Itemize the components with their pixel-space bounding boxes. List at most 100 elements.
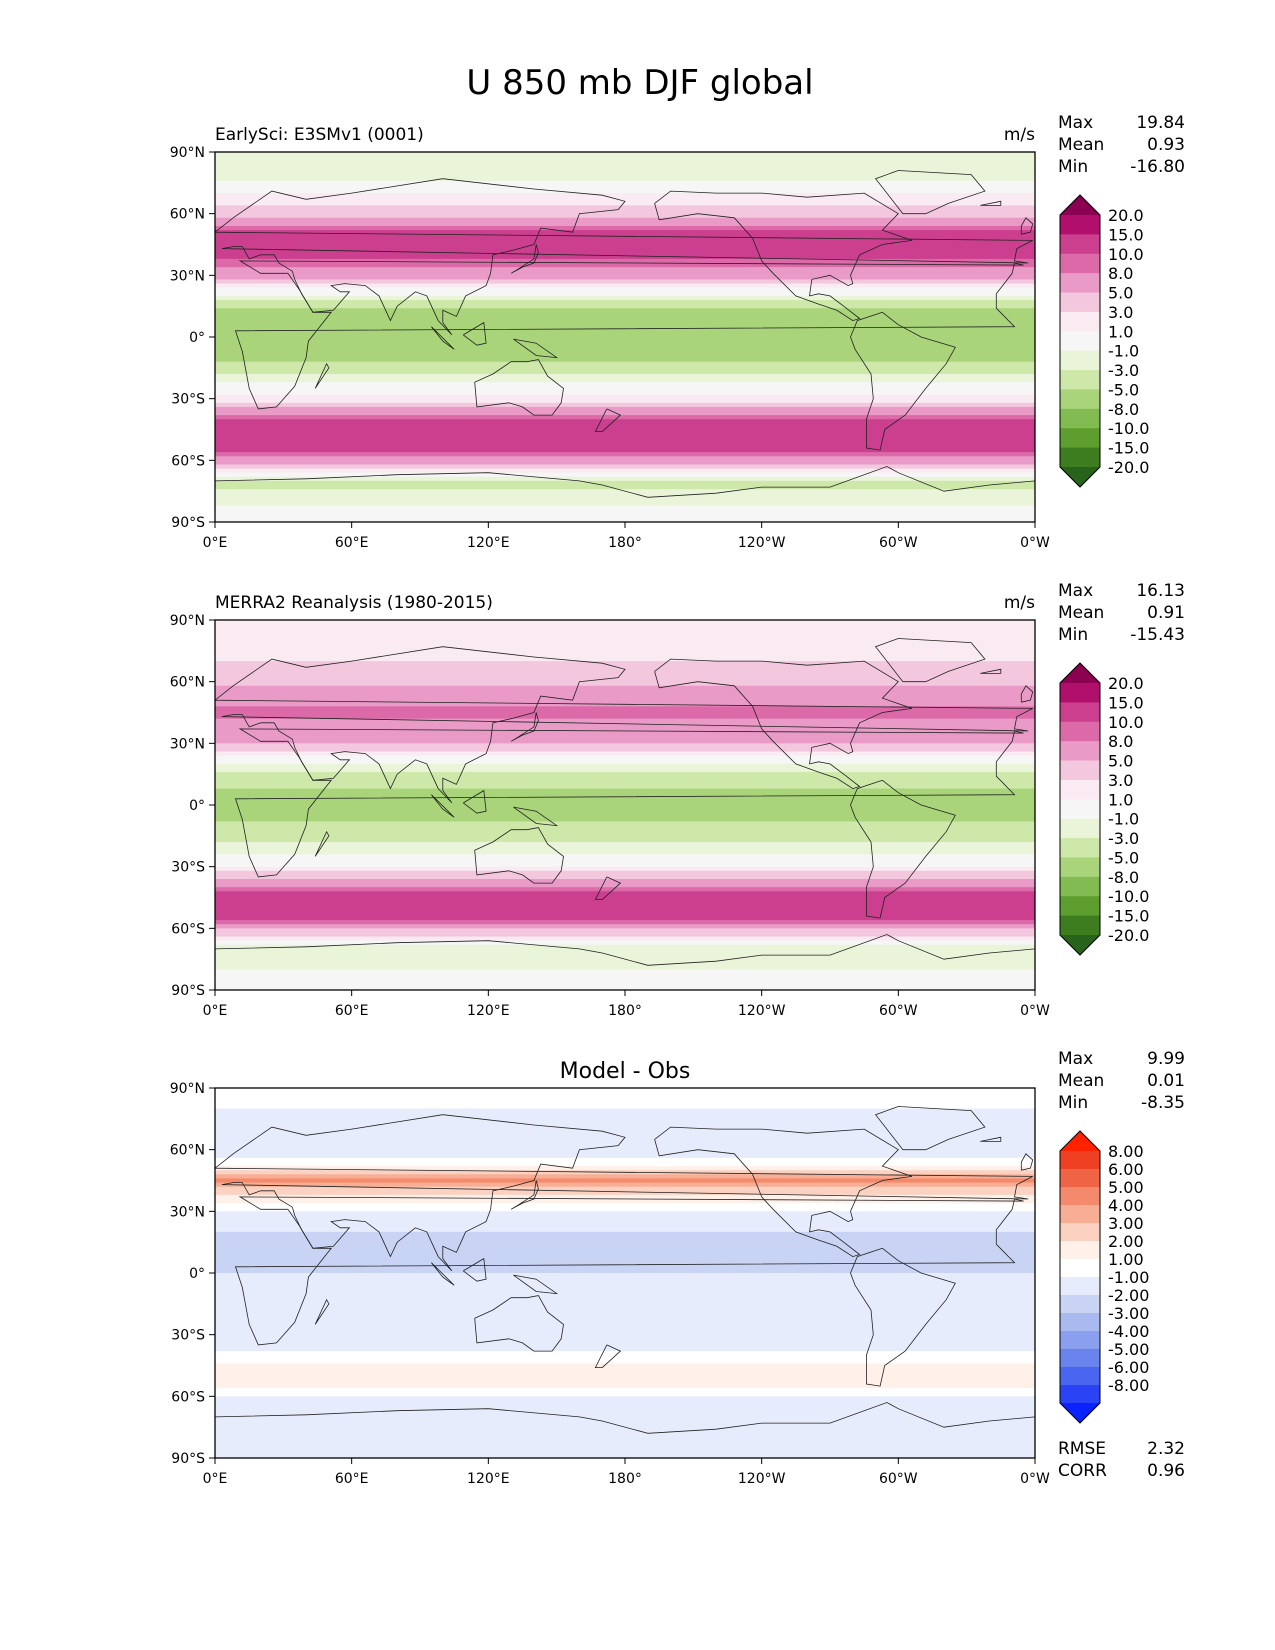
colorbar-outline [1059, 662, 1101, 956]
field-band [215, 805, 1035, 810]
field-band [215, 640, 1035, 646]
stat-label: Mean [1058, 603, 1104, 623]
field-band [215, 1433, 1035, 1439]
field-band [215, 1088, 1035, 1093]
field-band [215, 1429, 1035, 1434]
field-band [215, 1400, 1035, 1406]
colorbar-segment [1060, 428, 1100, 449]
field-band [215, 246, 1035, 252]
field-band [215, 1120, 1035, 1126]
field-band [215, 1367, 1035, 1373]
colorbar-segment [1060, 1349, 1100, 1368]
colorbar-segment [1060, 721, 1100, 742]
field-band [215, 402, 1035, 408]
field-band [215, 731, 1035, 736]
field-band [215, 1112, 1035, 1118]
coastline [654, 1126, 913, 1258]
field-band [215, 1125, 1035, 1130]
coastline [215, 1402, 1035, 1434]
colorbar-label: 20.0 [1108, 674, 1144, 693]
field-band [215, 1310, 1035, 1315]
field-band [215, 1129, 1035, 1134]
field-band [215, 694, 1035, 699]
lat-tick-label: 30°S [171, 392, 205, 408]
field-band [215, 1416, 1035, 1422]
field-band [215, 928, 1035, 934]
field-band [215, 673, 1035, 679]
field-band [215, 1388, 1035, 1393]
colorbar-label: 8.0 [1108, 732, 1133, 751]
field-band [215, 829, 1035, 835]
field-band [215, 300, 1035, 305]
coastline [1020, 1153, 1034, 1171]
colorbar-label: 8.00 [1108, 1142, 1144, 1161]
colorbar-segment [1060, 896, 1100, 917]
colorbar-segment [1060, 1277, 1100, 1296]
field-band [215, 1141, 1035, 1147]
lat-tick-label: 90°S [171, 983, 205, 999]
field-band [215, 279, 1035, 285]
field-band [215, 254, 1035, 260]
field-band [215, 1116, 1035, 1122]
colorbar-extend-bottom [1060, 1403, 1100, 1423]
colorbar-segment [1060, 1367, 1100, 1386]
colorbar-label: -6.00 [1108, 1358, 1149, 1377]
colorbar: 20.015.010.08.05.03.01.0-1.0-3.0-5.0-8.0… [1059, 662, 1149, 956]
field-band [215, 160, 1035, 165]
field-band [215, 866, 1035, 872]
field-band [215, 977, 1035, 983]
field-band [215, 1322, 1035, 1328]
coastline [513, 806, 559, 827]
field-band [215, 846, 1035, 851]
field-band [215, 858, 1035, 864]
field-band [215, 624, 1035, 629]
lat-tick-label: 0° [189, 1266, 205, 1282]
field-band [215, 283, 1035, 289]
coastline [594, 408, 622, 432]
colorbar-label: -3.0 [1108, 829, 1139, 848]
lat-tick-label: 60°N [170, 675, 205, 691]
field-band [215, 953, 1035, 958]
field-band [215, 870, 1035, 876]
field-band [215, 361, 1035, 367]
lat-tick-label: 60°N [170, 1143, 205, 1159]
lon-tick-label: 180° [608, 1003, 642, 1019]
field-band [215, 1104, 1035, 1110]
field-band [215, 308, 1035, 313]
lon-tick-label: 180° [608, 535, 642, 551]
field-band [215, 156, 1035, 161]
field-band [215, 850, 1035, 855]
field-band [215, 517, 1035, 522]
field-band [215, 1421, 1035, 1426]
field-band [215, 431, 1035, 437]
field-band [215, 1301, 1035, 1307]
field-band [215, 1252, 1035, 1258]
field-band [215, 1248, 1035, 1254]
colorbar-segment [1060, 253, 1100, 274]
colorbar-segment [1060, 818, 1100, 839]
coastline [215, 466, 1035, 498]
colorbar-segment [1060, 331, 1100, 352]
field-band [215, 365, 1035, 371]
coastline [850, 1247, 956, 1387]
colorbar-label: -10.0 [1108, 419, 1149, 438]
field-band [215, 854, 1035, 860]
field-band [215, 636, 1035, 642]
bottom-stat-label: CORR [1058, 1461, 1107, 1481]
colorbar-label: 8.0 [1108, 264, 1133, 283]
field-band [215, 452, 1035, 457]
field-band [215, 1375, 1035, 1381]
colorbar-label: 1.0 [1108, 790, 1133, 809]
field-band [215, 1347, 1035, 1352]
field-band [215, 341, 1035, 346]
field-band [215, 263, 1035, 268]
field-band [215, 689, 1035, 695]
coastline [980, 1136, 1002, 1142]
bottom-stat-label: RMSE [1058, 1439, 1106, 1459]
field-band [215, 485, 1035, 490]
lon-tick-label: 120°W [738, 1003, 786, 1019]
field-band [215, 1338, 1035, 1344]
field-band [215, 1100, 1035, 1106]
coastline [874, 638, 986, 683]
coastline [474, 359, 564, 416]
